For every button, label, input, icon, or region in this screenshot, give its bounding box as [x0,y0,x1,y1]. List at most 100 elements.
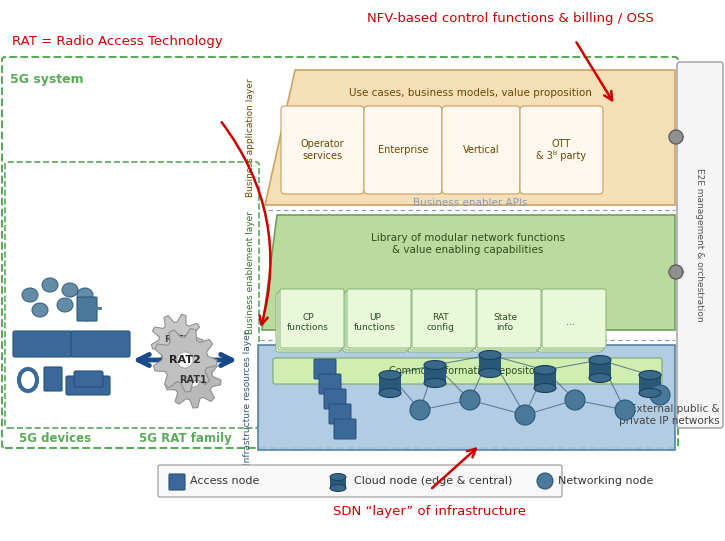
Polygon shape [262,215,675,330]
Ellipse shape [424,360,446,370]
Polygon shape [152,314,203,366]
FancyBboxPatch shape [410,291,474,350]
Ellipse shape [534,366,556,374]
Circle shape [410,400,430,420]
FancyBboxPatch shape [329,404,351,424]
Ellipse shape [22,288,38,302]
Text: State
info: State info [493,313,517,332]
Ellipse shape [589,355,611,365]
Ellipse shape [42,278,58,292]
Text: Common information repository: Common information repository [389,366,544,376]
Circle shape [460,390,480,410]
Circle shape [177,352,193,368]
Circle shape [669,130,683,144]
Text: UP
functions: UP functions [354,313,396,332]
Text: Cloud node (edge & central): Cloud node (edge & central) [354,476,513,486]
Circle shape [669,265,683,279]
FancyBboxPatch shape [424,365,446,383]
Ellipse shape [77,288,93,302]
Text: Vertical: Vertical [463,145,500,155]
FancyBboxPatch shape [520,106,603,194]
FancyBboxPatch shape [281,106,364,194]
Polygon shape [165,352,221,408]
Polygon shape [154,328,217,392]
FancyBboxPatch shape [538,293,602,352]
Text: Business enablement layer: Business enablement layer [246,211,255,334]
FancyBboxPatch shape [77,297,97,321]
Text: RAT = Radio Access Technology: RAT = Radio Access Technology [12,35,223,48]
Text: Library of modular network functions
& value enabling capabilities: Library of modular network functions & v… [371,233,565,255]
Text: E2E management & orchestration: E2E management & orchestration [695,168,705,322]
Ellipse shape [330,485,346,492]
FancyBboxPatch shape [74,371,103,387]
FancyBboxPatch shape [639,375,661,393]
Ellipse shape [379,371,401,379]
FancyBboxPatch shape [475,291,539,350]
Ellipse shape [424,379,446,387]
FancyBboxPatch shape [66,376,110,395]
Text: ...: ... [566,318,574,327]
FancyBboxPatch shape [379,375,401,393]
FancyBboxPatch shape [319,374,341,394]
FancyBboxPatch shape [345,291,409,350]
FancyBboxPatch shape [442,106,520,194]
Ellipse shape [479,351,501,360]
FancyBboxPatch shape [276,293,340,352]
Text: Business enabler APIs: Business enabler APIs [413,198,527,208]
Text: Access node: Access node [190,476,260,486]
Text: SDN “layer” of infrastructure: SDN “layer” of infrastructure [334,505,526,518]
Text: Use cases, business models, value proposition: Use cases, business models, value propos… [349,88,592,98]
Text: Enterprise: Enterprise [378,145,428,155]
FancyBboxPatch shape [477,289,541,348]
FancyBboxPatch shape [44,367,62,391]
Circle shape [515,405,535,425]
FancyBboxPatch shape [589,360,611,378]
Polygon shape [265,70,675,205]
FancyBboxPatch shape [542,289,606,348]
Polygon shape [258,345,675,450]
Text: 5G devices: 5G devices [19,432,91,445]
Text: RAT
config: RAT config [426,313,454,332]
Ellipse shape [639,388,661,398]
FancyBboxPatch shape [71,331,130,357]
FancyBboxPatch shape [314,359,336,379]
FancyBboxPatch shape [343,293,407,352]
Ellipse shape [32,303,48,317]
Text: RAT1: RAT1 [179,375,207,385]
FancyBboxPatch shape [534,370,556,388]
Ellipse shape [57,298,73,312]
Ellipse shape [589,373,611,382]
Ellipse shape [479,368,501,378]
Ellipse shape [639,371,661,379]
FancyBboxPatch shape [412,289,476,348]
Text: RAT3: RAT3 [164,335,190,345]
Circle shape [186,373,200,387]
FancyBboxPatch shape [330,477,346,488]
FancyBboxPatch shape [473,293,537,352]
FancyBboxPatch shape [408,293,472,352]
Circle shape [537,473,553,489]
Text: Networking node: Networking node [558,476,653,486]
FancyBboxPatch shape [540,291,604,350]
Text: Virtualization: Virtualization [435,328,505,338]
FancyBboxPatch shape [334,419,356,439]
FancyBboxPatch shape [677,62,723,428]
Text: 5G system: 5G system [10,74,83,87]
FancyBboxPatch shape [273,358,662,384]
Ellipse shape [62,283,78,297]
FancyBboxPatch shape [280,289,344,348]
FancyBboxPatch shape [158,465,562,497]
FancyBboxPatch shape [364,106,442,194]
Text: Infrastructure resources layer: Infrastructure resources layer [243,330,252,465]
Text: CP
functions: CP functions [287,313,329,332]
Circle shape [565,390,585,410]
Circle shape [650,385,670,405]
FancyBboxPatch shape [324,389,346,409]
Ellipse shape [534,384,556,393]
Circle shape [170,334,183,346]
Text: Operator
services: Operator services [301,139,344,161]
FancyBboxPatch shape [13,331,72,357]
Text: NFV-based control functions & billing / OSS: NFV-based control functions & billing / … [367,12,653,25]
FancyBboxPatch shape [169,474,185,490]
Text: External public &
private IP networks: External public & private IP networks [619,404,720,426]
